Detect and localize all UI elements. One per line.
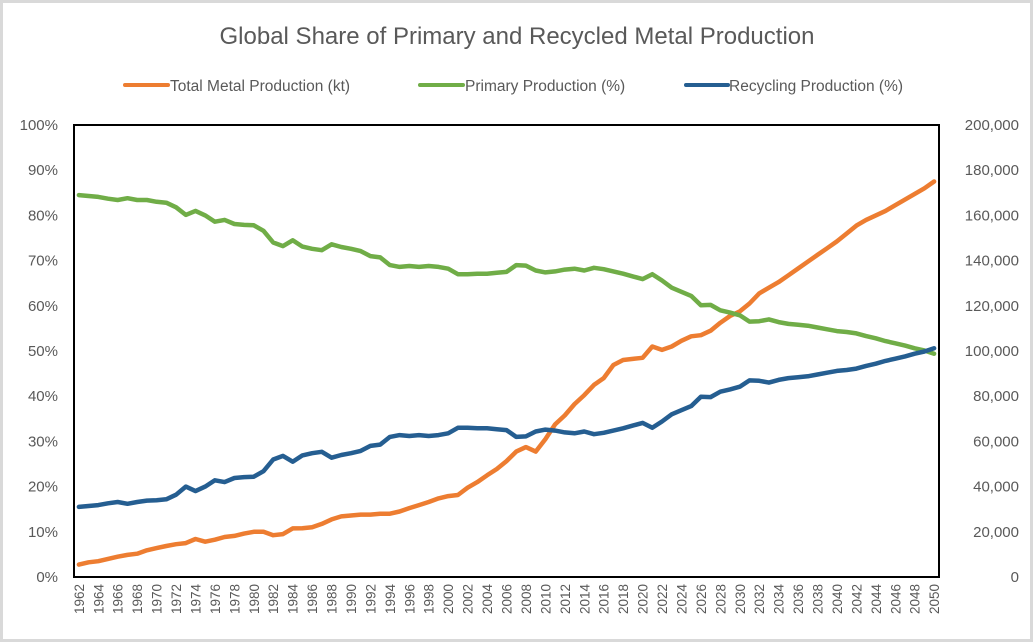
- right-axis-tick-label: 40,000: [973, 479, 1019, 496]
- x-axis-tick-label: 1998: [422, 584, 437, 614]
- right-axis-ticks: 0 20,000 40,000 60,000 80,000 100,000 120,000 1…: [965, 117, 1019, 586]
- x-axis-tick-label: 2048: [908, 584, 923, 614]
- left-axis-tick-label: 80%: [28, 207, 58, 224]
- left-axis-tick-label: 70%: [28, 253, 58, 270]
- left-axis-ticks: 0% 10% 20% 30% 40% 50% 60% 70% 80% 90% 100%: [20, 117, 58, 586]
- x-axis-tick-label: 2016: [597, 584, 612, 614]
- x-axis-tick-label: 2042: [849, 584, 864, 614]
- x-axis-tick-label: 1992: [363, 584, 378, 614]
- x-axis-tick-label: 1974: [188, 584, 203, 615]
- x-axis-tick-label: 1970: [150, 584, 165, 614]
- x-axis-tick-label: 2006: [500, 584, 515, 614]
- left-axis-tick-label: 0%: [36, 569, 58, 586]
- x-axis-tick-label: 2010: [538, 584, 553, 614]
- legend-label: Total Metal Production (kt): [170, 78, 350, 95]
- x-axis-tick-label: 1996: [402, 584, 417, 614]
- left-axis-tick-label: 20%: [28, 479, 58, 496]
- x-axis-tick-label: 1964: [91, 584, 106, 615]
- right-axis-tick-label: 100,000: [965, 343, 1019, 360]
- x-axis-tick-label: 1990: [344, 584, 359, 614]
- right-axis-tick-label: 200,000: [965, 117, 1019, 134]
- series-line-recycling-production: [76, 346, 937, 510]
- right-axis-tick-label: 60,000: [973, 433, 1019, 450]
- right-axis-tick-label: 140,000: [965, 253, 1019, 270]
- x-axis-tick-label: 2038: [811, 584, 826, 614]
- legend-item-recycling-production[interactable]: Recycling Production (%): [684, 78, 903, 95]
- left-axis-tick-label: 60%: [28, 298, 58, 315]
- x-axis-tick-label: 2022: [655, 584, 670, 614]
- x-axis-tick-label: 2036: [791, 584, 806, 614]
- x-axis-tick-label: 1972: [169, 584, 184, 614]
- x-axis-tick-label: 2030: [733, 584, 748, 614]
- chart-title: Global Share of Primary and Recycled Met…: [220, 23, 815, 50]
- left-axis-tick-label: 40%: [28, 388, 58, 405]
- x-axis-tick-label: 2020: [636, 584, 651, 614]
- x-axis-tick-label: 1982: [266, 584, 281, 614]
- x-axis-tick-label: 1984: [286, 584, 301, 615]
- legend-label: Primary Production (%): [465, 78, 625, 95]
- left-axis-tick-label: 50%: [28, 343, 58, 360]
- right-axis-tick-label: 180,000: [965, 162, 1019, 179]
- legend: Total Metal Production (kt) Primary Prod…: [123, 78, 903, 95]
- x-axis-ticks: 1962 1964 1966 1968 1970 1972 1974 1976 1978 1980…: [72, 584, 942, 615]
- left-axis-tick-label: 30%: [28, 433, 58, 450]
- right-axis-tick-label: 0: [1011, 569, 1019, 586]
- x-axis-tick-label: 2028: [713, 584, 728, 614]
- x-axis-tick-label: 2044: [869, 584, 884, 615]
- legend-item-total-metal-production[interactable]: Total Metal Production (kt): [123, 78, 350, 95]
- legend-item-primary-production[interactable]: Primary Production (%): [418, 78, 625, 95]
- x-axis-tick-label: 2014: [577, 584, 592, 615]
- x-axis-tick-label: 2012: [558, 584, 573, 614]
- x-axis-tick-label: 2002: [461, 584, 476, 614]
- left-axis-tick-label: 100%: [20, 117, 58, 134]
- x-axis-tick-label: 2050: [927, 584, 942, 614]
- left-axis-tick-label: 90%: [28, 162, 58, 179]
- x-axis-tick-label: 2026: [694, 584, 709, 614]
- x-axis-tick-label: 2024: [674, 584, 689, 615]
- x-axis-tick-label: 1994: [383, 584, 398, 615]
- right-axis-tick-label: 120,000: [965, 298, 1019, 315]
- x-axis-tick-label: 1968: [130, 584, 145, 614]
- right-axis-tick-label: 160,000: [965, 207, 1019, 224]
- right-axis-tick-label: 20,000: [973, 524, 1019, 541]
- x-axis-tick-label: 1988: [325, 584, 340, 614]
- series-lines: [76, 179, 937, 567]
- plot-area-border: [73, 124, 940, 578]
- x-axis-tick-label: 2040: [830, 584, 845, 614]
- x-axis-tick-label: 1986: [305, 584, 320, 614]
- right-axis-tick-label: 80,000: [973, 388, 1019, 405]
- x-axis-tick-label: 1978: [227, 584, 242, 614]
- x-axis-tick-label: 2032: [752, 584, 767, 614]
- x-axis-tick-label: 2046: [888, 584, 903, 614]
- x-axis-tick-label: 1976: [208, 584, 223, 614]
- left-axis-tick-label: 10%: [28, 524, 58, 541]
- x-axis-tick-label: 1966: [111, 584, 126, 614]
- x-axis-tick-label: 2008: [519, 584, 534, 614]
- x-axis-tick-label: 2018: [616, 584, 631, 614]
- x-axis-tick-label: 2000: [441, 584, 456, 614]
- legend-label: Recycling Production (%): [729, 78, 903, 95]
- x-axis-tick-label: 1980: [247, 584, 262, 614]
- x-axis-tick-label: 2004: [480, 584, 495, 615]
- x-axis-tick-label: 2034: [772, 584, 787, 615]
- x-axis-tick-label: 1962: [72, 584, 87, 614]
- series-line-total-metal-production-kt: [76, 179, 937, 567]
- series-line-primary-production: [76, 192, 937, 356]
